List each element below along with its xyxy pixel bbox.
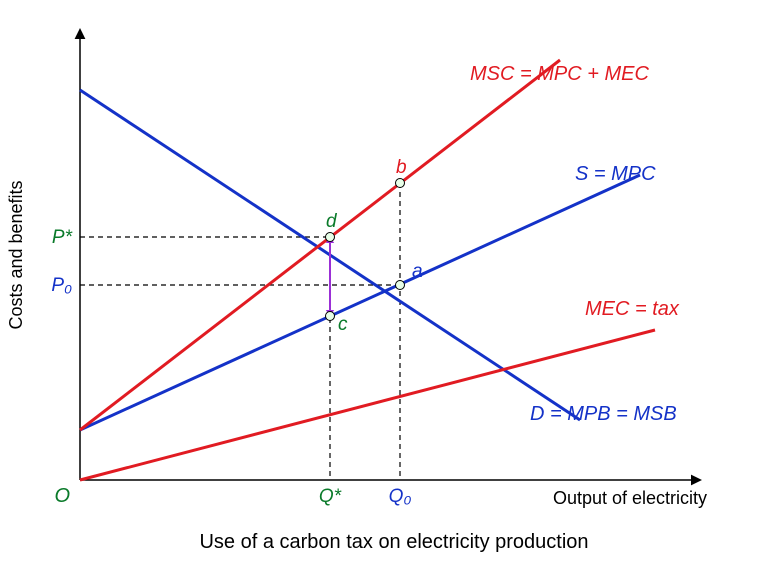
point-c-label: c [338, 314, 348, 335]
econ-diagram-svg: Costs and benefits Output of electricity O… [0, 0, 768, 573]
point-a-label: a [412, 261, 423, 282]
mpc-label: S = MPC [575, 163, 656, 185]
pstar-label: P* [52, 227, 73, 248]
point-d [326, 233, 335, 242]
mec-label: MEC = tax [585, 298, 680, 320]
demand-label: D = MPB = MSB [530, 403, 677, 425]
point-d-label: d [326, 211, 338, 232]
point-c [326, 312, 335, 321]
q0-label: Q₀ [389, 486, 412, 507]
point-b-label: b [396, 157, 407, 178]
y-axis-label: Costs and benefits [6, 180, 26, 329]
x-axis-label: Output of electricity [553, 488, 707, 508]
point-b [396, 179, 405, 188]
msc-label: MSC = MPC + MEC [470, 63, 649, 85]
origin-label: O [54, 485, 70, 507]
p0-label: P₀ [51, 275, 72, 296]
point-a [396, 281, 405, 290]
qstar-label: Q* [319, 486, 342, 507]
title-text: Use of a carbon tax on electricity produ… [199, 531, 588, 553]
diagram-container: Costs and benefits Output of electricity O… [0, 0, 768, 573]
